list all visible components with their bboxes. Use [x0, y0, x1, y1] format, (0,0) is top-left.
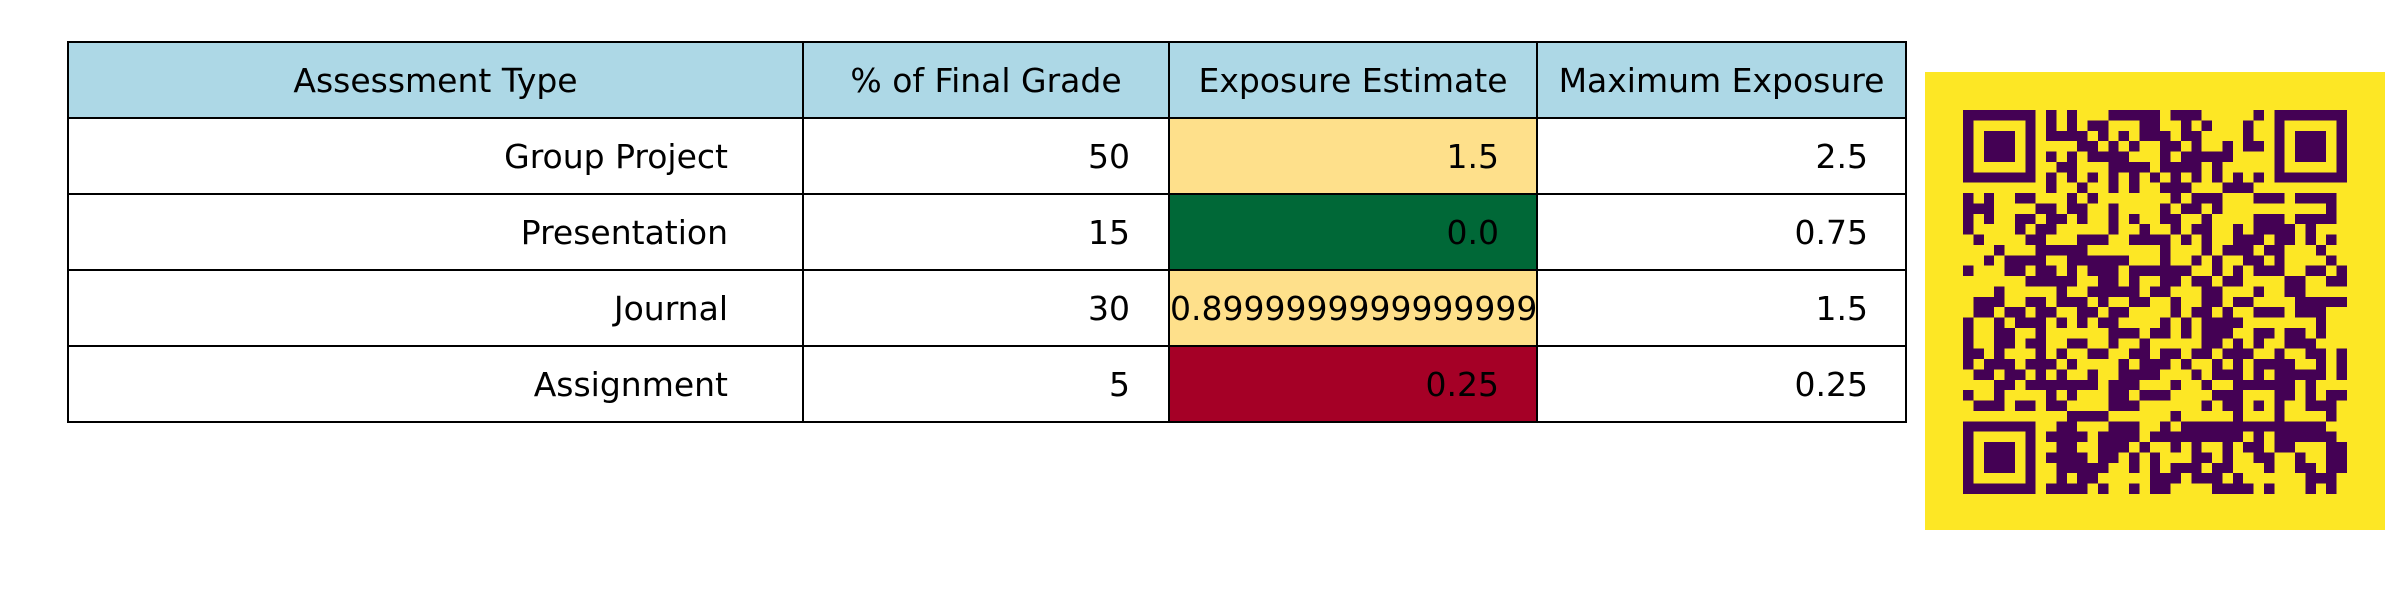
- cell-assessment-type: Presentation: [67, 193, 804, 271]
- cell-assessment-type: Assignment: [67, 345, 804, 423]
- header-row: Assessment Type % of Final Grade Exposur…: [67, 41, 1907, 119]
- header-maximum-exposure: Maximum Exposure: [1536, 41, 1907, 119]
- qr-code: [1925, 72, 2385, 530]
- cell-maximum-exposure: 2.5: [1536, 117, 1907, 195]
- assessment-table: Assessment Type % of Final Grade Exposur…: [67, 41, 1907, 423]
- cell-assessment-type: Group Project: [67, 117, 804, 195]
- table-row: Presentation 15 0.0 0.75: [67, 193, 1907, 271]
- table-row: Group Project 50 1.5 2.5: [67, 117, 1907, 195]
- cell-maximum-exposure: 0.75: [1536, 193, 1907, 271]
- cell-exposure-estimate: 0.8999999999999999: [1168, 269, 1538, 347]
- table-row: Journal 30 0.8999999999999999 1.5: [67, 269, 1907, 347]
- cell-exposure-estimate: 1.5: [1168, 117, 1538, 195]
- table-header: Assessment Type % of Final Grade Exposur…: [67, 41, 1907, 119]
- qr-code-icon: [1963, 110, 2347, 494]
- cell-assessment-type: Journal: [67, 269, 804, 347]
- table-body: Group Project 50 1.5 2.5 Presentation 15…: [67, 117, 1907, 423]
- cell-exposure-estimate: 0.25: [1168, 345, 1538, 423]
- cell-maximum-exposure: 0.25: [1536, 345, 1907, 423]
- cell-exposure-estimate: 0.0: [1168, 193, 1538, 271]
- cell-maximum-exposure: 1.5: [1536, 269, 1907, 347]
- header-exposure-estimate: Exposure Estimate: [1168, 41, 1538, 119]
- header-assessment-type: Assessment Type: [67, 41, 804, 119]
- cell-percent-final-grade: 5: [802, 345, 1170, 423]
- header-percent-final-grade: % of Final Grade: [802, 41, 1170, 119]
- cell-percent-final-grade: 50: [802, 117, 1170, 195]
- cell-percent-final-grade: 15: [802, 193, 1170, 271]
- table-row: Assignment 5 0.25 0.25: [67, 345, 1907, 423]
- cell-percent-final-grade: 30: [802, 269, 1170, 347]
